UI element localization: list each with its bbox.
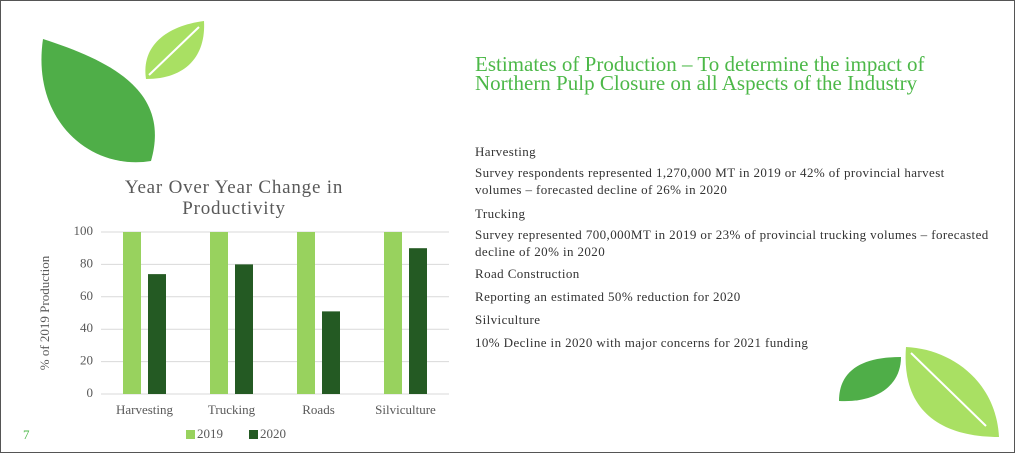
bar xyxy=(409,248,427,394)
chart-title: Year Over Year Change in Productivity xyxy=(86,177,382,219)
bar xyxy=(384,232,402,394)
section-text: 10% Decline in 2020 with major concerns … xyxy=(475,334,995,351)
bar xyxy=(210,232,228,394)
slide: 0 20 40 60 80 100 % of 2019 Production Harvesti… xyxy=(0,0,1015,453)
y-tick-label: 80 xyxy=(80,255,93,270)
legend-swatch xyxy=(249,430,258,439)
section-text: Reporting an estimated 50% reduction for… xyxy=(475,288,995,305)
plot: 0 20 40 60 80 100 % of 2019 Production Harvesti… xyxy=(37,223,449,441)
bar xyxy=(123,232,141,394)
legend-label: 2020 xyxy=(260,426,286,441)
section-text: Survey respondents represented 1,270,000… xyxy=(475,164,995,198)
x-tick-label: Harvesting xyxy=(116,402,174,417)
heading: Estimates of Production – To determine t… xyxy=(475,55,955,93)
leaf xyxy=(839,357,901,401)
legend-swatch xyxy=(186,430,195,439)
x-tick-label: Silviculture xyxy=(375,402,436,417)
section-title: Trucking xyxy=(475,205,995,222)
y-tick-label: 20 xyxy=(80,353,93,368)
bar xyxy=(235,264,253,394)
section-text: Survey represented 700,000MT in 2019 or … xyxy=(475,226,995,260)
y-tick-label: 40 xyxy=(80,320,93,335)
x-tick-label: Trucking xyxy=(208,402,256,417)
legend-label: 2019 xyxy=(197,426,223,441)
y-tick-label: 100 xyxy=(74,223,94,238)
y-tick-label: 0 xyxy=(87,385,94,400)
y-tick-label: 60 xyxy=(80,288,93,303)
x-tick-label: Roads xyxy=(302,402,335,417)
bar xyxy=(148,274,166,394)
y-axis-label: % of 2019 Production xyxy=(37,255,52,370)
section-title: Silviculture xyxy=(475,311,995,328)
bar xyxy=(322,311,340,394)
leaf xyxy=(41,39,154,162)
slide-number: 7 xyxy=(23,427,30,443)
section-title: Road Construction xyxy=(475,265,995,282)
bar xyxy=(297,232,315,394)
section-title: Harvesting xyxy=(475,143,995,160)
